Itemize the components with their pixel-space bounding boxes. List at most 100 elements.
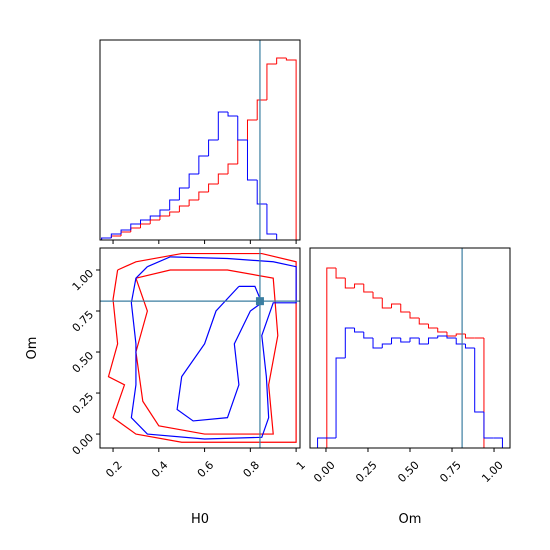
histogram-step: [149, 219, 160, 224]
histogram-step: [208, 139, 219, 156]
histogram-step: [372, 338, 383, 349]
x-tick-label: 0.25: [353, 459, 380, 486]
contour: [130, 256, 297, 440]
histogram-step: [363, 332, 374, 339]
histogram-step: [391, 337, 401, 344]
x-axis-label: Om: [399, 512, 422, 527]
histogram-step: [237, 116, 248, 141]
x-tick-label: 0.2: [103, 459, 125, 481]
histogram-step: [344, 327, 355, 358]
histogram-step: [446, 336, 457, 339]
histogram-step: [437, 335, 447, 338]
histogram-step: [227, 163, 238, 174]
y-tick-label: 0.25: [70, 390, 97, 417]
histogram-step: [446, 332, 457, 337]
x-tick-label: 1: [294, 459, 308, 473]
histogram-step: [464, 334, 475, 339]
y-axis-label: Om: [25, 337, 40, 360]
x-tick-label: 0.75: [437, 459, 464, 486]
histogram-step: [130, 227, 141, 232]
histogram-step: [169, 199, 180, 210]
histogram-step: [256, 99, 267, 120]
histogram-step: [409, 312, 420, 319]
axes-frame: [99, 247, 301, 449]
histogram-step: [418, 318, 429, 325]
histogram-step: [208, 183, 219, 192]
y-tick-label: 1.00: [70, 267, 97, 294]
x-tick-label: 0.6: [195, 459, 217, 481]
histogram-step: [437, 328, 447, 333]
histogram-step: [455, 338, 466, 345]
histogram-step: [381, 298, 392, 309]
histogram-step: [335, 357, 346, 438]
histogram-step: [169, 211, 180, 216]
histogram-step: [217, 173, 229, 184]
histogram-step: [266, 63, 277, 100]
histogram-step: [464, 344, 475, 349]
histogram-step: [372, 292, 383, 299]
x-tick-label: 0.50: [395, 459, 422, 486]
contour: [135, 269, 279, 435]
histogram-step: [391, 303, 401, 308]
histogram-step: [400, 304, 410, 313]
histogram-step: [427, 324, 438, 329]
histogram-step: [120, 229, 131, 234]
histogram-step: [140, 219, 151, 224]
histogram-step: [483, 412, 494, 439]
histogram-step: [120, 231, 131, 236]
histogram-step: [140, 223, 151, 228]
x-tick-label: 0.8: [241, 459, 263, 481]
histogram-step: [276, 57, 287, 64]
histogram-step: [409, 337, 420, 342]
axes-frame: [99, 39, 301, 241]
histogram-step: [101, 237, 112, 240]
histogram-step: [198, 155, 209, 174]
histogram-step: [246, 119, 258, 140]
histogram-step: [246, 140, 258, 181]
y-tick-label: 0.00: [70, 431, 97, 458]
histogram-step: [418, 338, 429, 345]
histogram-step: [285, 58, 297, 240]
histogram-step: [317, 437, 327, 448]
histogram-step: [217, 111, 229, 140]
x-tick-label: 0.00: [311, 459, 338, 486]
histogram-step: [276, 234, 287, 240]
histogram-step: [198, 191, 209, 200]
histogram-step: [483, 338, 494, 448]
histogram-step: [159, 209, 170, 216]
histogram-step: [227, 112, 238, 117]
y-tick-label: 0.50: [70, 349, 97, 376]
histogram-step: [237, 139, 248, 164]
histogram-step: [381, 343, 392, 348]
histogram-step: [335, 268, 346, 279]
histogram-step: [493, 437, 503, 448]
x-tick-label: 0.4: [149, 459, 171, 481]
histogram-step: [400, 338, 410, 343]
histogram-step: [266, 204, 277, 235]
x-tick-label: 1.00: [479, 459, 506, 486]
histogram-step: [354, 328, 364, 333]
histogram-step: [178, 205, 190, 212]
histogram-step: [256, 180, 267, 205]
histogram-step: [363, 284, 374, 293]
contour: [107, 252, 297, 443]
histogram-step: [344, 278, 355, 289]
histogram-step: [326, 267, 337, 448]
histogram-step: [455, 333, 466, 336]
histogram-step: [188, 199, 199, 206]
histogram-step: [188, 173, 199, 188]
y-tick-label: 0.75: [70, 308, 97, 335]
histogram-step: [110, 233, 122, 238]
truth-marker: [255, 297, 264, 306]
histogram-step: [427, 337, 438, 344]
x-axis-label: H0: [191, 512, 209, 527]
histogram-step: [474, 348, 484, 413]
histogram-step: [149, 215, 160, 220]
histogram-step: [178, 187, 190, 200]
contour: [176, 285, 263, 422]
histogram-step: [354, 283, 364, 288]
histogram-step: [110, 235, 122, 238]
histogram-step: [159, 215, 170, 220]
histogram-step: [130, 223, 141, 230]
